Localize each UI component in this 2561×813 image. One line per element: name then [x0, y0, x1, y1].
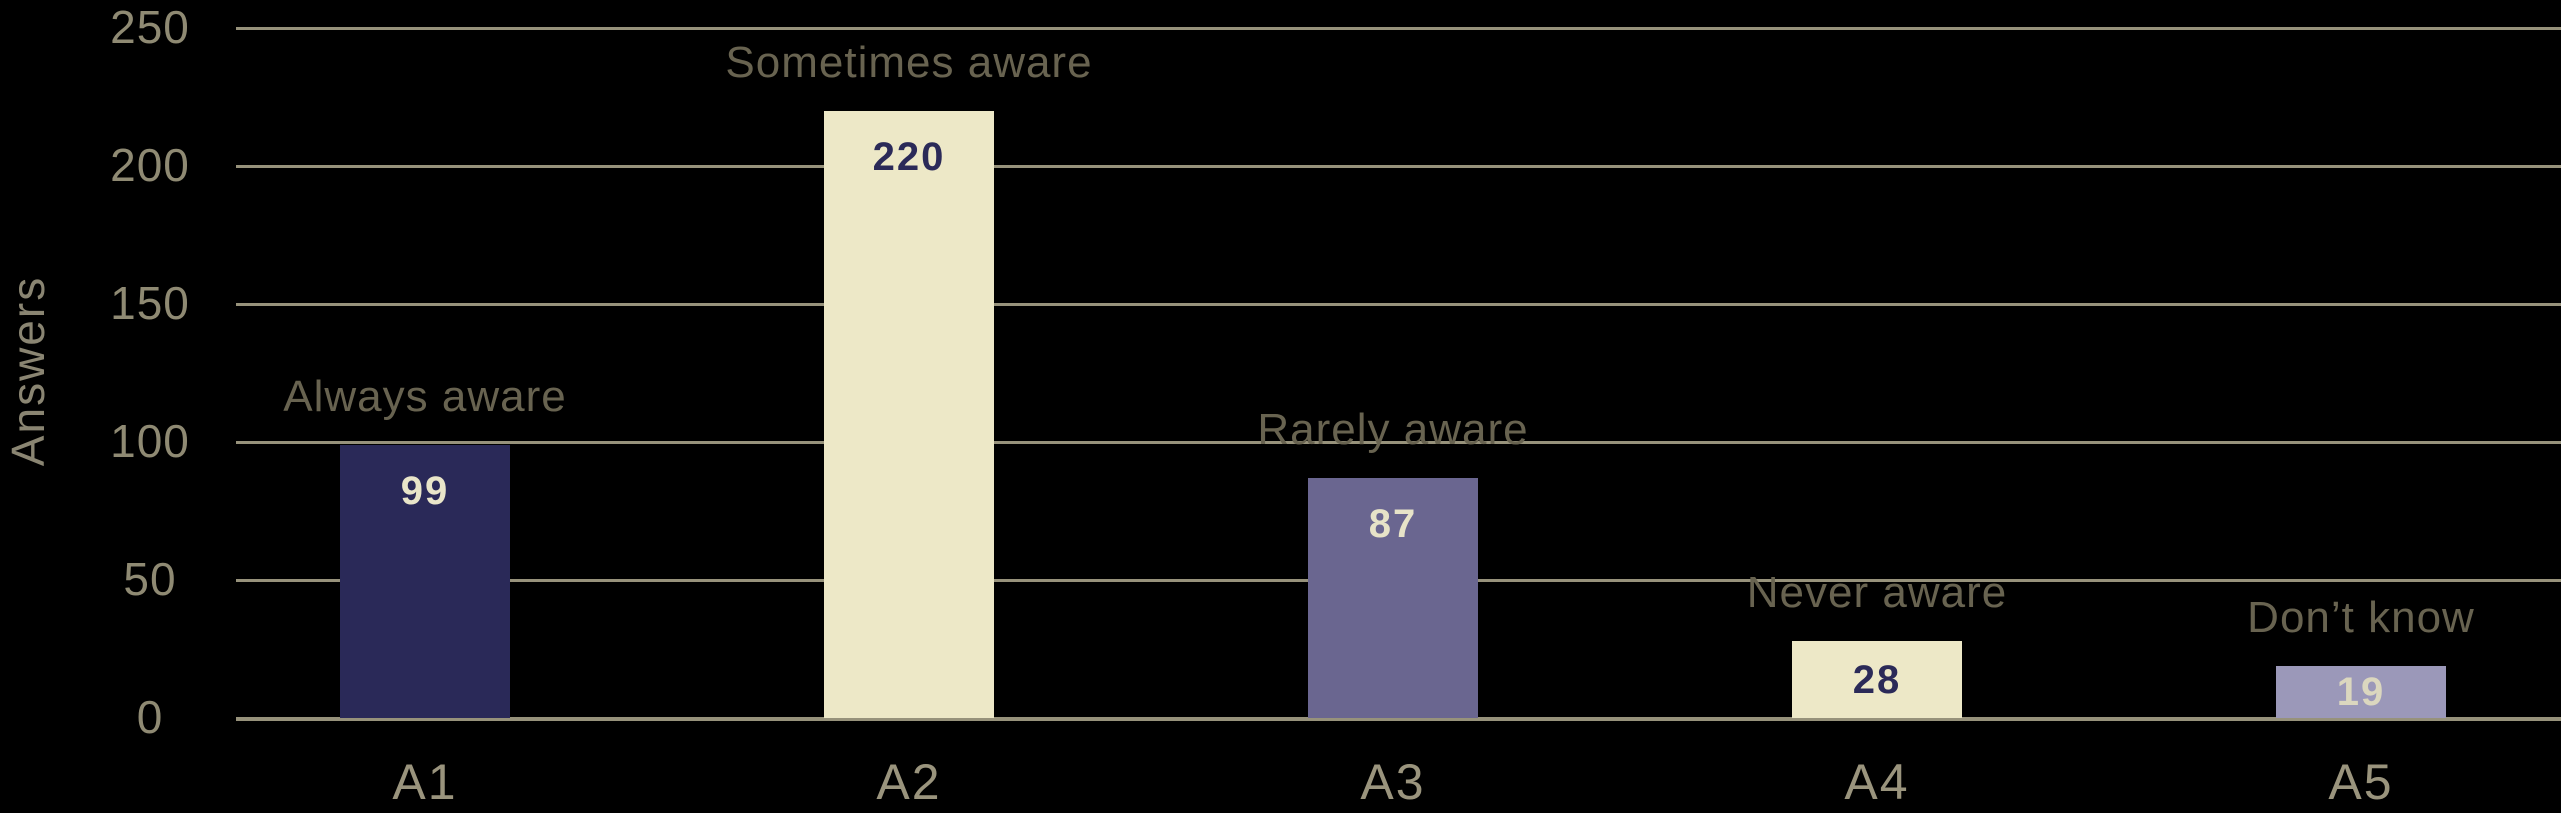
x-tick-label-a3: A3	[1360, 754, 1426, 810]
x-tick-label-a5: A5	[2328, 754, 2394, 810]
y-tick-label-250: 250	[110, 1, 190, 54]
bar-a2: 220	[824, 111, 994, 718]
gridline-y-250	[236, 27, 2561, 30]
y-tick-label-50: 50	[123, 553, 177, 606]
gridline-y-0	[236, 717, 2561, 721]
x-tick-label-a1: A1	[392, 754, 458, 810]
gridline-y-150	[236, 303, 2561, 306]
bar-value-a2: 220	[872, 135, 946, 179]
y-tick-label-200: 200	[110, 139, 190, 192]
bar-series-label-a3: Rarely aware	[1257, 405, 1529, 454]
x-tick-label-a4: A4	[1844, 754, 1910, 810]
bar-series-label-a1: Always aware	[283, 372, 567, 421]
bar-value-a5: 19	[2336, 670, 2386, 714]
bar-a4: 28	[1792, 641, 1962, 718]
y-tick-label-0: 0	[136, 691, 164, 744]
y-tick-label-100: 100	[110, 415, 190, 468]
bar-series-label-a5: Don’t know	[2247, 593, 2475, 642]
bar-a3: 87	[1308, 478, 1478, 718]
y-tick-label-150: 150	[110, 277, 190, 330]
y-axis-title: Answers	[2, 275, 54, 467]
bar-value-a4: 28	[1852, 657, 1902, 702]
bar-series-label-a2: Sometimes aware	[725, 38, 1093, 87]
x-tick-label-a2: A2	[876, 754, 942, 810]
gridline-y-200	[236, 165, 2561, 168]
bar-value-a1: 99	[400, 469, 450, 513]
bar-a1: 99	[340, 445, 510, 718]
bar-value-a3: 87	[1368, 502, 1418, 546]
gridline-y-100	[236, 441, 2561, 444]
bar-series-label-a4: Never aware	[1746, 568, 2008, 617]
bar-a5: 19	[2276, 666, 2446, 718]
